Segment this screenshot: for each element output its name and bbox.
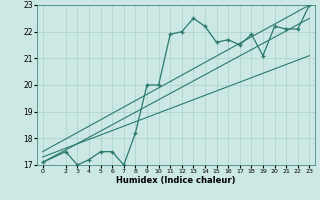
X-axis label: Humidex (Indice chaleur): Humidex (Indice chaleur): [116, 176, 236, 185]
